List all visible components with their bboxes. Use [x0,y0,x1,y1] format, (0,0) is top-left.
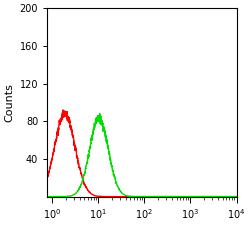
Y-axis label: Counts: Counts [4,83,14,122]
